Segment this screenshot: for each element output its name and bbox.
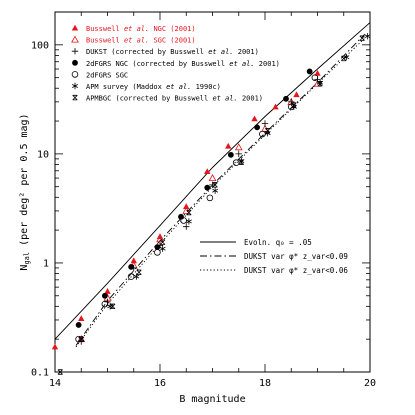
line-legend-label-var09: DUKST var φ* z_var<0.09 bbox=[244, 252, 348, 261]
x-tick-label: 16 bbox=[154, 378, 166, 389]
point-apm bbox=[364, 32, 371, 40]
point-apm bbox=[185, 218, 192, 225]
point-apmbgc bbox=[265, 128, 271, 134]
point-d2f_sgc bbox=[101, 300, 109, 308]
point-apm bbox=[133, 273, 140, 280]
point-apmbgc bbox=[110, 303, 116, 310]
x-axis-label: B magnitude bbox=[179, 394, 245, 405]
legend-label-b_ngc: Busswell et al. NGC (2001) bbox=[86, 25, 196, 33]
legend: Busswell et al. NGC (2001) Busswell et al… bbox=[71, 24, 280, 103]
point-apmbgc bbox=[291, 102, 297, 108]
point-dukst bbox=[261, 120, 269, 127]
point-apmbgc bbox=[160, 239, 166, 245]
point-b_ngc bbox=[204, 168, 211, 175]
point-apm bbox=[159, 245, 166, 252]
point-d2f_ngc bbox=[178, 213, 184, 220]
line-legend-label-evol: Evoln. q₀ = .05 bbox=[244, 238, 312, 247]
point-b_sgc bbox=[208, 174, 217, 182]
point-b_ngc bbox=[130, 257, 137, 264]
point-d2f_ngc bbox=[154, 244, 161, 250]
legend-symbol-apm bbox=[72, 82, 78, 90]
point-b_ngc bbox=[272, 103, 279, 110]
axes-labels: 14 16 18 20 0.1 1 10 100 B magnitude Ngal (per de… bbox=[19, 40, 376, 405]
legend-symbol-b_ngc bbox=[71, 24, 79, 31]
y-axis-label: Ngal (per deg² per 0.5 mag) bbox=[19, 113, 31, 270]
point-b_ngc bbox=[293, 91, 300, 98]
point-d2f_ngc bbox=[306, 68, 313, 75]
point-apmbgc bbox=[238, 159, 244, 165]
point-d2f_ngc bbox=[227, 151, 234, 158]
point-b_ngc bbox=[104, 288, 111, 294]
point-apmbgc bbox=[186, 209, 192, 216]
point-b_ngc bbox=[51, 343, 59, 350]
point-dukst bbox=[235, 150, 242, 158]
legend-label-apmbgc: APMBGC (corrected by Busswell et al. 200… bbox=[86, 95, 263, 103]
y-tick-label: 1 bbox=[43, 258, 49, 269]
point-dukst bbox=[183, 223, 190, 230]
line-legend-label-var06: DUKST var φ* z_var<0.06 bbox=[244, 266, 348, 275]
point-b_sgc bbox=[156, 235, 164, 243]
legend-label-apm: APM survey (Maddox et al. 1990c) bbox=[86, 83, 221, 91]
y-tick-label: 100 bbox=[31, 40, 49, 51]
point-apmbgc bbox=[212, 182, 218, 188]
line-evol bbox=[54, 22, 371, 340]
point-apmbgc bbox=[317, 81, 323, 87]
point-d2f_ngc bbox=[283, 95, 289, 102]
plot-frame bbox=[54, 11, 371, 373]
point-d2f_ngc bbox=[204, 184, 211, 191]
legend-label-d2f_ngc: 2dFGRS NGC (corrected by Busswell et al.… bbox=[86, 60, 280, 68]
legend-symbol-dukst bbox=[71, 48, 79, 55]
point-d2f_ngc bbox=[75, 322, 82, 328]
x-tick-label: 20 bbox=[364, 378, 376, 389]
y-tick-label: 0.1 bbox=[31, 368, 49, 379]
x-tick-label: 14 bbox=[49, 378, 61, 389]
point-apmbgc bbox=[341, 55, 347, 62]
line-var09 bbox=[75, 33, 366, 346]
point-b_sgc bbox=[234, 143, 243, 151]
legend-label-d2f_sgc: 2dFGRS SGC bbox=[86, 71, 128, 79]
point-b_ngc bbox=[251, 115, 258, 122]
legend-symbol-apmbgc bbox=[72, 94, 78, 101]
point-d2f_ngc bbox=[101, 292, 108, 299]
point-apmbgc bbox=[57, 369, 63, 375]
point-b_ngc bbox=[314, 69, 321, 76]
legend-label-b_sgc: Busswell et al. SGC (2001) bbox=[86, 37, 196, 45]
legend-label-dukst: DUKST (corrected by Busswell et al. 2001… bbox=[86, 48, 259, 56]
point-d2f_sgc bbox=[154, 249, 161, 256]
point-b_ngc bbox=[225, 142, 232, 149]
point-apm bbox=[212, 187, 219, 194]
point-d2f_sgc bbox=[311, 74, 319, 81]
data-points bbox=[51, 32, 371, 375]
point-d2f_sgc bbox=[206, 194, 214, 202]
legend-symbol-d2f_sgc bbox=[71, 71, 79, 78]
point-apmbgc bbox=[359, 35, 365, 41]
point-d2f_ngc bbox=[254, 124, 261, 131]
y-tick-label: 10 bbox=[37, 149, 49, 160]
point-apm bbox=[317, 79, 324, 86]
line-var06 bbox=[75, 37, 366, 348]
point-apmbgc bbox=[78, 336, 84, 342]
point-d2f_ngc bbox=[128, 263, 135, 270]
x-tick-label: 18 bbox=[259, 378, 271, 389]
point-d2f_sgc bbox=[232, 159, 240, 167]
point-b_ngc bbox=[78, 315, 85, 321]
point-apmbgc bbox=[136, 269, 142, 276]
line-legend: Evoln. q₀ = .05 DUKST var φ* z_var<0.09 DU… bbox=[200, 238, 348, 275]
point-b_ngc bbox=[183, 203, 190, 209]
legend-symbol-b_sgc bbox=[71, 35, 79, 43]
legend-symbol-d2f_ngc bbox=[72, 59, 78, 66]
point-d2f_sgc bbox=[127, 273, 135, 280]
